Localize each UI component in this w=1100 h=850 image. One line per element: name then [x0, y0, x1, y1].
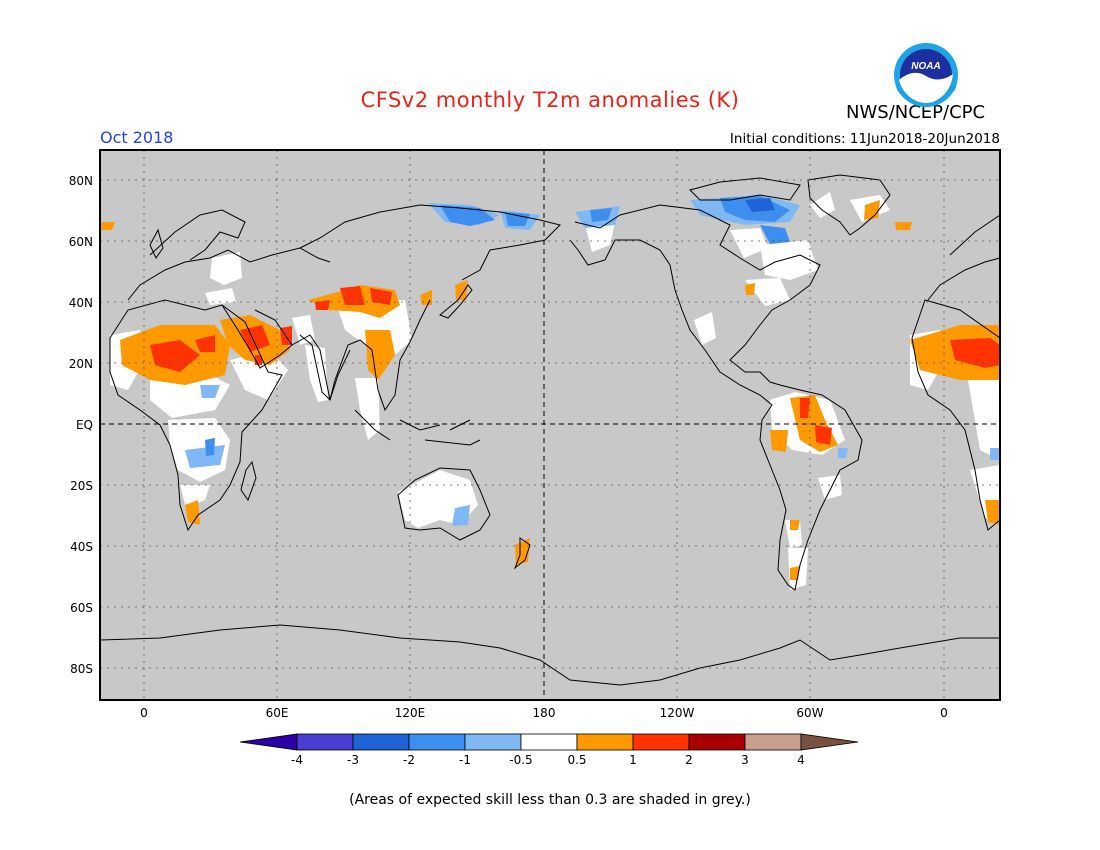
colorbar-label: 4	[797, 753, 805, 767]
latitude-labels: 80N 60N 40N 20N EQ 20S 40S 60S 80S	[69, 174, 93, 676]
agency-label: NWS/NCEP/CPC	[846, 102, 986, 123]
lon-label: 0	[940, 706, 948, 720]
colorbar-label: 1	[629, 753, 637, 767]
colorbar-swatch	[632, 733, 690, 751]
colorbar-swatch	[464, 733, 522, 751]
lat-label: 60N	[69, 235, 93, 249]
noaa-logo: NOAA	[894, 43, 958, 107]
chart-title: CFSv2 monthly T2m anomalies (K)	[360, 88, 740, 112]
colorbar-swatch	[352, 733, 410, 751]
colorbar-label: 0.5	[567, 753, 586, 767]
coastlines	[100, 174, 1000, 686]
lat-label: 20N	[69, 357, 93, 371]
map-frame	[99, 149, 1001, 701]
initial-conditions: Initial conditions: 11Jun2018-20Jun2018	[729, 131, 1000, 147]
colorbar-label: 2	[685, 753, 693, 767]
colorbar-arrow-low	[239, 733, 298, 751]
negative-anomaly-strong	[745, 198, 775, 212]
colorbar-label: -0.5	[509, 753, 532, 767]
colorbar-swatch	[520, 733, 578, 751]
colorbar-swatch	[688, 733, 746, 751]
anomaly-layer	[100, 192, 1000, 590]
lon-label: 180	[533, 706, 556, 720]
longitude-labels: 0 60E 120E 180 120W 60W 0	[140, 706, 948, 720]
map-background	[100, 150, 1000, 700]
colorbar: -4 -3 -2 -1 -0.5 0.5 1 2 3 4	[239, 733, 859, 767]
lat-label: 60S	[70, 601, 93, 615]
positive-anomaly-moderate	[150, 286, 1000, 445]
colorbar-label: -3	[347, 753, 359, 767]
lat-label: 80S	[70, 662, 93, 676]
footnote: (Areas of expected skill less than 0.3 a…	[349, 792, 751, 808]
graticule	[100, 150, 1000, 700]
map-chart: 80N 60N 40N 20N EQ 20S 40S 60S 80S 0 60E…	[69, 149, 1001, 767]
colorbar-swatch	[744, 733, 802, 751]
colorbar-swatch	[408, 733, 466, 751]
colorbar-arrow-high	[800, 733, 859, 751]
lon-label: 60E	[266, 706, 289, 720]
lat-label: 80N	[69, 174, 93, 188]
lat-label: 20S	[70, 479, 93, 493]
colorbar-label: 3	[741, 753, 749, 767]
lon-label: 120E	[395, 706, 426, 720]
colorbar-swatch	[296, 733, 354, 751]
colorbar-label: -4	[291, 753, 303, 767]
forecast-month: Oct 2018	[100, 128, 174, 147]
lon-label: 60W	[796, 706, 823, 720]
colorbar-label: -2	[403, 753, 415, 767]
lat-label: 40S	[70, 540, 93, 554]
reference-lines	[100, 150, 1000, 700]
logo-text: NOAA	[911, 61, 940, 72]
colorbar-swatch	[576, 733, 634, 751]
colorbar-label: -1	[459, 753, 471, 767]
lat-label: EQ	[76, 418, 93, 432]
lon-label: 0	[140, 706, 148, 720]
lat-label: 40N	[69, 296, 93, 310]
lon-label: 120W	[660, 706, 695, 720]
